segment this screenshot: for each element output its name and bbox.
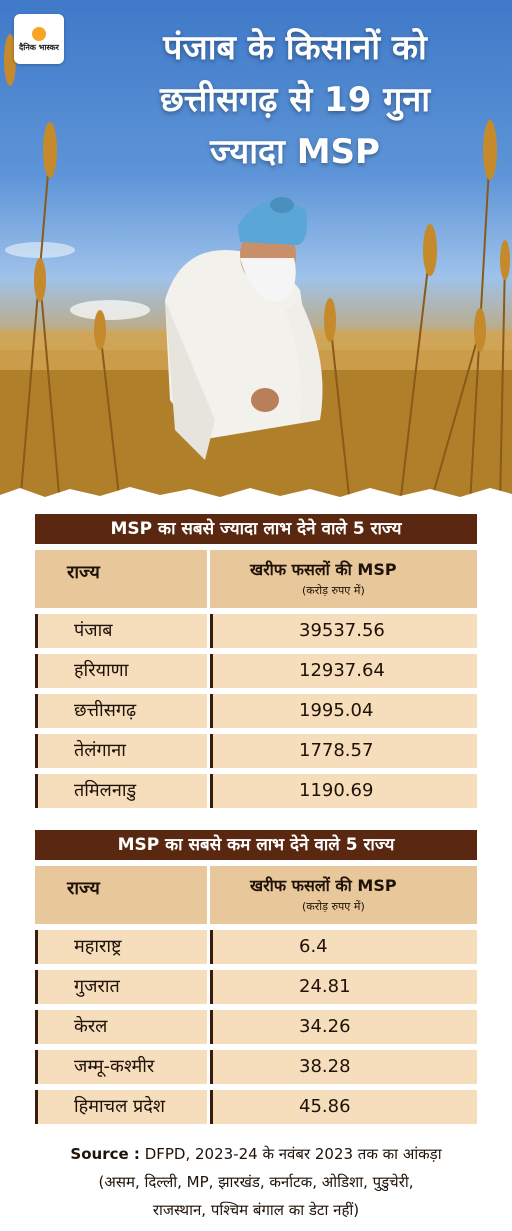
headline-line-3: ज्यादा MSP (210, 132, 380, 172)
state-cell: तमिलनाडु (35, 774, 207, 808)
value-cell: 24.81 (210, 970, 477, 1004)
brand-logo: दैनिक भास्कर (14, 14, 64, 64)
value-cell: 1778.57 (210, 734, 477, 768)
value-cell: 34.26 (210, 1010, 477, 1044)
table-highest-msp: MSP का सबसे ज्यादा लाभ देने वाले 5 राज्य… (35, 514, 477, 808)
col-state-header: राज्य (35, 550, 207, 608)
source-line-1: Source : DFPD, 2023-24 के नवंबर 2023 तक … (0, 1140, 512, 1168)
value-cell: 39537.56 (210, 614, 477, 648)
table-row: हरियाणा 12937.64 (35, 654, 477, 688)
state-cell: महाराष्ट्र (35, 930, 207, 964)
state-cell: गुजरात (35, 970, 207, 1004)
table-row: तेलंगाना 1778.57 (35, 734, 477, 768)
table-row: छत्तीसगढ़ 1995.04 (35, 694, 477, 728)
source-text: DFPD, 2023-24 के नवंबर 2023 तक का आंकड़ा (144, 1145, 442, 1163)
table-header: राज्य खरीफ फसलों की MSP (करोड़ रुपए में) (35, 866, 477, 924)
col-msp-header: खरीफ फसलों की MSP (करोड़ रुपए में) (210, 866, 477, 924)
value-cell: 12937.64 (210, 654, 477, 688)
state-cell: पंजाब (35, 614, 207, 648)
source-label: Source : (70, 1145, 140, 1163)
state-cell: जम्मू-कश्मीर (35, 1050, 207, 1084)
source-line-2: (असम, दिल्ली, MP, झारखंड, कर्नाटक, ओडिशा… (98, 1173, 414, 1191)
value-cell: 45.86 (210, 1090, 477, 1124)
col-msp-header: खरीफ फसलों की MSP (करोड़ रुपए में) (210, 550, 477, 608)
headline-line-1: पंजाब के किसानों को (163, 28, 427, 68)
table-row: हिमाचल प्रदेश 45.86 (35, 1090, 477, 1124)
state-cell: छत्तीसगढ़ (35, 694, 207, 728)
table-row: केरल 34.26 (35, 1010, 477, 1044)
farmer-wheat-illustration (0, 34, 512, 505)
state-cell: हरियाणा (35, 654, 207, 688)
table-row: महाराष्ट्र 6.4 (35, 930, 477, 964)
value-cell: 1190.69 (210, 774, 477, 808)
table-row: गुजरात 24.81 (35, 970, 477, 1004)
hero-photo: दैनिक भास्कर पंजाब के किसानों को छत्तीसग… (0, 0, 512, 505)
col-msp-title: खरीफ फसलों की MSP (250, 560, 397, 579)
state-cell: केरल (35, 1010, 207, 1044)
col-msp-title: खरीफ फसलों की MSP (250, 876, 397, 895)
source-note: Source : DFPD, 2023-24 के नवंबर 2023 तक … (0, 1140, 512, 1224)
table-title: MSP का सबसे ज्यादा लाभ देने वाले 5 राज्य (35, 514, 477, 544)
headline-line-2: छत्तीसगढ़ से 19 गुना (159, 80, 431, 120)
table-title: MSP का सबसे कम लाभ देने वाले 5 राज्य (35, 830, 477, 860)
state-cell: हिमाचल प्रदेश (35, 1090, 207, 1124)
value-cell: 6.4 (210, 930, 477, 964)
table-row: तमिलनाडु 1190.69 (35, 774, 477, 808)
col-state-header: राज्य (35, 866, 207, 924)
col-msp-unit: (करोड़ रुपए में) (302, 584, 365, 597)
state-cell: तेलंगाना (35, 734, 207, 768)
headline: पंजाब के किसानों को छत्तीसगढ़ से 19 गुना… (80, 22, 510, 178)
table-lowest-msp: MSP का सबसे कम लाभ देने वाले 5 राज्य राज… (35, 830, 477, 1124)
sun-icon (32, 26, 46, 41)
table-header: राज्य खरीफ फसलों की MSP (करोड़ रुपए में) (35, 550, 477, 608)
value-cell: 1995.04 (210, 694, 477, 728)
logo-text: दैनिक भास्कर (19, 42, 59, 52)
col-msp-unit: (करोड़ रुपए में) (302, 900, 365, 913)
table-row: पंजाब 39537.56 (35, 614, 477, 648)
source-line-3: राजस्थान, पश्चिम बंगाल का डेटा नहीं) (152, 1201, 360, 1219)
value-cell: 38.28 (210, 1050, 477, 1084)
table-row: जम्मू-कश्मीर 38.28 (35, 1050, 477, 1084)
